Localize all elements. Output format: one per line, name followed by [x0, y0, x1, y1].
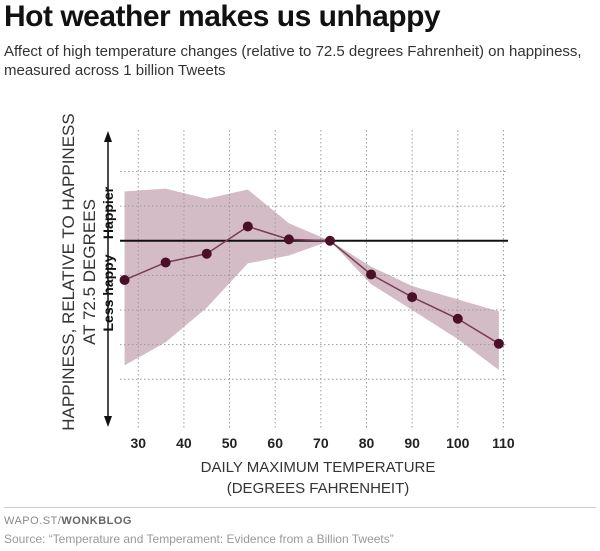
x-tick-label-40: 40	[176, 435, 192, 451]
data-point-45	[201, 248, 212, 259]
credit-line: WAPO.ST/WONKBLOG	[4, 515, 132, 527]
x-tick-label-60: 60	[267, 435, 283, 451]
data-point-72	[324, 235, 335, 246]
happiness-line	[124, 225, 500, 345]
x-axis-label-line2: (DEGREES FAHRENHEIT)	[227, 480, 410, 497]
x-tick-label-30: 30	[130, 435, 146, 451]
x-tick-label-90: 90	[404, 435, 420, 451]
data-point-81	[366, 269, 377, 280]
line-chart: 30 40 50 60 70 80 90 100 110 HAPPINESS, RELATIVE…	[59, 113, 515, 497]
data-point-27	[119, 275, 130, 285]
y-axis-label-line2: AT 72.5 DEGREES	[80, 199, 99, 345]
x-tick-label-50: 50	[222, 435, 238, 451]
y-axis-arrow	[104, 131, 112, 427]
data-point-36	[160, 257, 171, 268]
less-happy-label: Less happy	[100, 254, 116, 331]
credit-brand: WONKBLOG	[61, 515, 132, 527]
data-point-90	[407, 292, 418, 303]
source-note: Source: “Temperature and Temperament: Ev…	[4, 532, 394, 546]
data-point-100	[452, 313, 463, 324]
x-tick-label-110: 110	[492, 435, 515, 451]
footer-divider	[4, 507, 596, 508]
happier-label: Happier	[100, 186, 116, 239]
x-axis-label-line1: DAILY MAXIMUM TEMPERATURE	[201, 459, 436, 476]
credit-prefix: WAPO.ST/	[4, 515, 62, 527]
x-tick-label-70: 70	[313, 435, 329, 451]
chart-subtitle: Affect of high temperature changes (rela…	[4, 43, 582, 79]
x-tick-label-80: 80	[359, 435, 375, 451]
y-axis-label-line1: HAPPINESS, RELATIVE TO HAPPINESS	[59, 113, 78, 430]
data-point-63	[283, 234, 294, 245]
confidence-band	[124, 188, 499, 370]
x-tick-label-100: 100	[446, 435, 470, 451]
data-point-54	[242, 221, 253, 232]
chart-title: Hot weather makes us unhappy	[4, 0, 441, 33]
data-point-109	[493, 338, 504, 349]
